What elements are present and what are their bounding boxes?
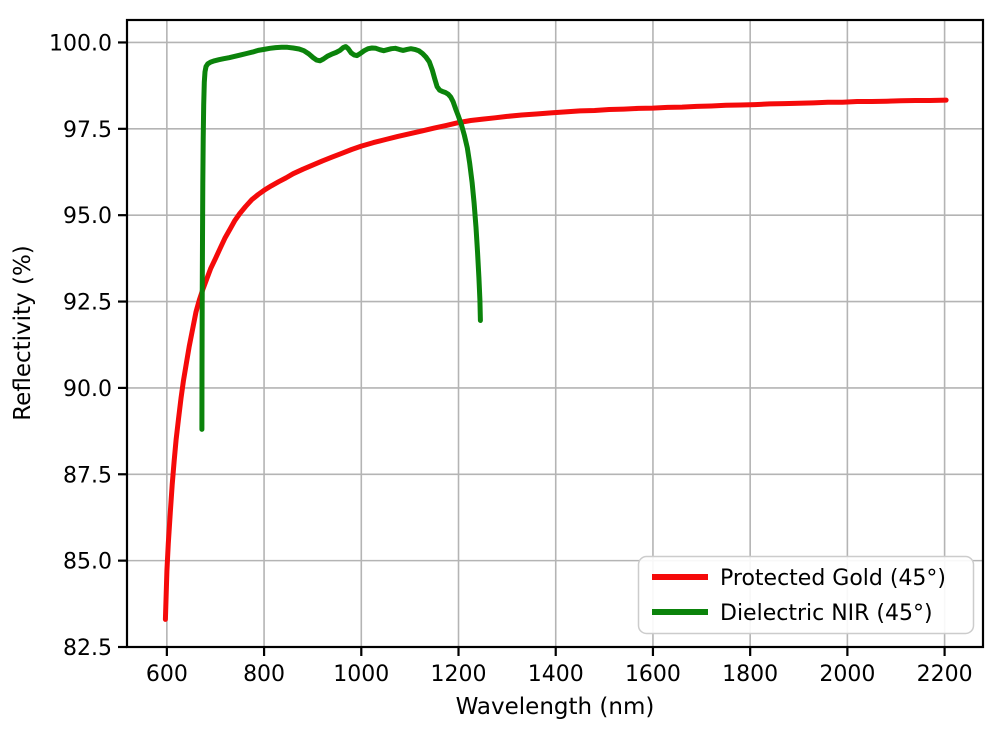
grid-layer [127,20,983,648]
curve-dielectric-nir [199,44,483,432]
y-tick-label-85: 85.0 [63,550,112,575]
x-tick-label-2200: 2200 [917,662,973,687]
axes-layer: 600 800 1000 1200 1400 1600 1800 2000 2200 82.5 85… [49,18,985,687]
x-tick-label-2000: 2000 [819,662,875,687]
x-tick-label-1400: 1400 [528,662,584,687]
series-layer [162,44,949,622]
x-axis-label: Wavelength (nm) [456,694,655,720]
y-tick-label-82.5: 82.5 [63,636,112,661]
x-tick-label-1000: 1000 [333,662,389,687]
legend-label-dielectric-nir: Dielectric NIR (45°) [720,601,933,626]
curve-protected-gold [162,97,949,622]
y-tick-label-100: 100.0 [49,31,112,56]
legend: Protected Gold (45°) Dielectric NIR (45°) [637,555,975,635]
y-tick-label-87.5: 87.5 [63,463,112,488]
x-tick-label-1200: 1200 [431,662,487,687]
legend-label-protected-gold: Protected Gold (45°) [720,566,946,591]
y-tick-label-97.5: 97.5 [63,118,112,143]
y-tick-label-95: 95.0 [63,204,112,229]
y-tick-label-92.5: 92.5 [63,291,112,316]
x-tick-label-1800: 1800 [722,662,778,687]
legend-box [637,555,975,635]
x-tick-label-600: 600 [146,662,188,687]
y-axis-label: Reflectivity (%) [10,245,36,421]
x-tick-label-800: 800 [243,662,285,687]
y-tick-label-90: 90.0 [63,377,112,402]
x-tick-label-1600: 1600 [625,662,681,687]
